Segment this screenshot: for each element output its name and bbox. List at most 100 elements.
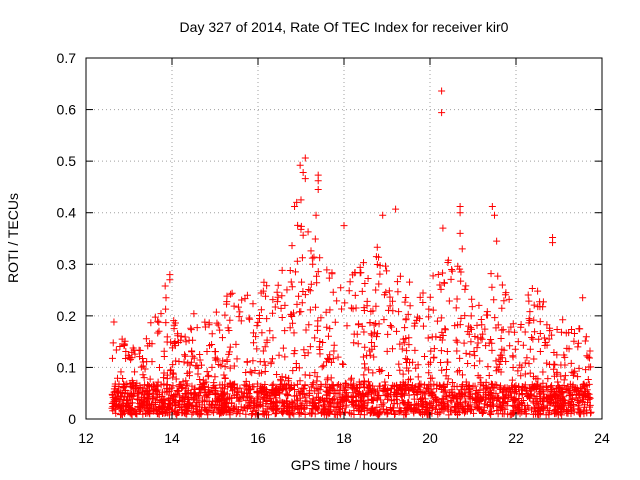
data-point <box>174 409 182 417</box>
data-point <box>397 384 405 392</box>
data-point <box>353 383 361 391</box>
data-point <box>575 390 583 398</box>
data-point <box>521 370 529 378</box>
data-point <box>405 376 413 384</box>
data-point <box>457 386 465 394</box>
data-point <box>216 409 224 417</box>
data-point <box>497 382 505 390</box>
data-point <box>360 360 368 368</box>
data-point <box>224 406 232 414</box>
data-point <box>427 382 435 390</box>
data-point <box>221 363 229 371</box>
data-point <box>211 373 219 381</box>
data-point <box>322 391 330 399</box>
data-point <box>352 397 360 405</box>
data-point <box>218 334 226 342</box>
data-point <box>550 410 558 418</box>
data-point <box>141 381 149 389</box>
data-point <box>236 384 244 392</box>
data-point <box>346 278 354 286</box>
data-point <box>314 389 322 397</box>
data-point <box>227 290 235 298</box>
data-point <box>154 378 162 386</box>
data-point <box>262 292 270 300</box>
data-point <box>217 362 225 370</box>
data-point <box>419 322 427 330</box>
data-point <box>339 391 347 399</box>
data-point <box>323 266 331 274</box>
data-point <box>406 302 414 310</box>
y-tick-label: 0.2 <box>57 308 77 324</box>
data-point <box>167 338 175 346</box>
data-point <box>367 330 375 338</box>
data-point <box>497 334 505 342</box>
data-point <box>501 291 509 299</box>
data-point <box>310 387 318 395</box>
data-point <box>391 410 399 418</box>
data-point <box>539 379 547 387</box>
data-point <box>260 393 268 401</box>
data-point <box>169 370 177 378</box>
data-point <box>571 367 579 375</box>
data-point <box>326 325 334 333</box>
data-point <box>243 405 251 413</box>
data-point <box>326 398 334 406</box>
data-point <box>229 387 237 395</box>
data-point <box>121 382 129 390</box>
data-point <box>295 364 303 372</box>
data-point <box>291 347 299 355</box>
data-point <box>283 286 291 294</box>
data-point <box>201 323 209 331</box>
data-point <box>170 392 178 400</box>
data-point <box>284 391 292 399</box>
x-tick-label: 18 <box>336 430 352 446</box>
data-point <box>278 292 286 300</box>
data-point <box>237 317 245 325</box>
data-point <box>226 316 234 324</box>
data-point <box>211 400 219 408</box>
data-point <box>372 302 380 310</box>
data-point <box>456 265 464 273</box>
data-point <box>330 341 338 349</box>
data-point <box>181 351 189 359</box>
data-point <box>551 392 559 400</box>
data-point <box>255 400 263 408</box>
data-point <box>268 397 276 405</box>
data-point <box>240 381 248 389</box>
data-point <box>401 298 409 306</box>
data-point <box>317 396 325 404</box>
data-point <box>286 384 294 392</box>
data-point <box>257 306 265 314</box>
data-point <box>359 353 367 361</box>
data-point <box>290 350 298 358</box>
data-point <box>384 372 392 380</box>
data-point <box>193 324 201 332</box>
data-point <box>582 333 590 341</box>
data-point <box>443 348 451 356</box>
data-point <box>540 334 548 342</box>
data-point <box>260 358 268 366</box>
data-point <box>459 381 467 389</box>
data-point <box>190 390 198 398</box>
data-point <box>305 285 313 293</box>
data-point <box>196 376 204 384</box>
data-point <box>570 369 578 377</box>
data-point <box>206 342 214 350</box>
data-point <box>454 321 462 329</box>
data-point <box>235 313 243 321</box>
data-point <box>286 267 294 275</box>
data-point <box>300 405 308 413</box>
data-point <box>351 269 359 277</box>
data-point <box>155 364 163 372</box>
data-point <box>493 363 501 371</box>
data-point <box>462 349 470 357</box>
data-point <box>583 409 591 417</box>
data-point <box>526 369 534 377</box>
data-point <box>331 318 339 326</box>
data-point <box>466 395 474 403</box>
data-point <box>314 406 322 414</box>
data-point <box>461 285 469 293</box>
data-point <box>439 224 447 232</box>
data-point <box>456 229 464 237</box>
data-point <box>470 362 478 370</box>
